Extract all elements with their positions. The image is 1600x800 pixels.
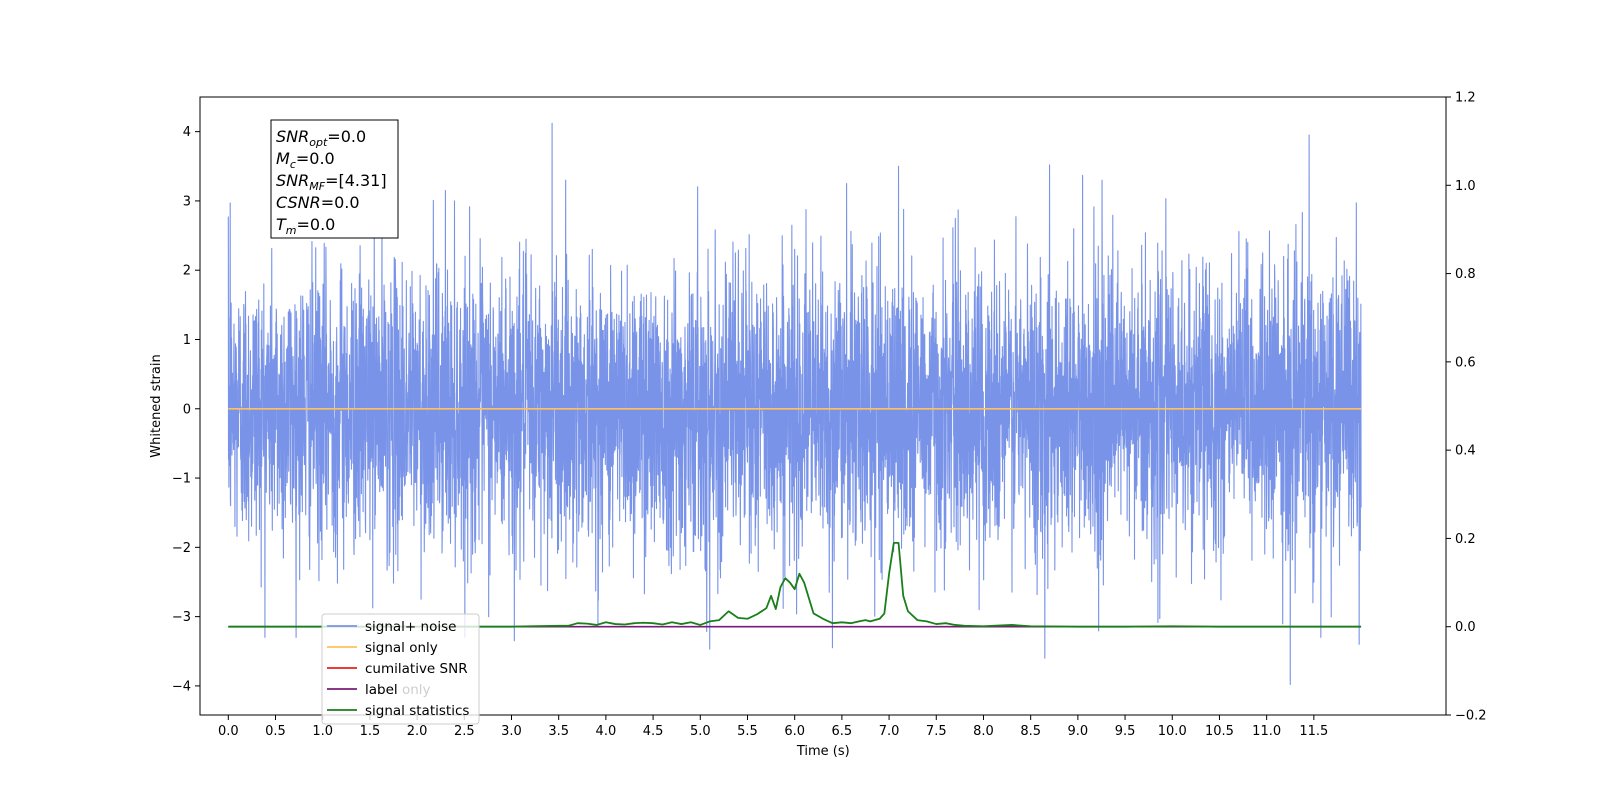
y2-tick-label: 1.0 [1455, 179, 1476, 194]
x-tick-label: 10.5 [1205, 724, 1234, 739]
y2-tick-label: 0.6 [1455, 355, 1476, 370]
x-tick-label: 4.0 [596, 724, 617, 739]
y2-tick-label: −0.2 [1455, 709, 1487, 724]
x-tick-label: 6.5 [832, 724, 853, 739]
y2-tick-label: 0.0 [1455, 620, 1476, 635]
x-tick-label: 8.0 [973, 724, 994, 739]
y-tick-label: 1 [183, 333, 191, 348]
series-signal-statistics-line [228, 541, 1362, 628]
y-tick-label: 4 [183, 125, 191, 140]
legend-label: signal only [365, 640, 438, 656]
y-tick-label: −1 [172, 472, 191, 487]
y-tick-label: −2 [172, 541, 191, 556]
x-tick-label: 3.5 [548, 724, 569, 739]
y2-tick-label: 0.8 [1455, 267, 1476, 282]
x-tick-label: 11.5 [1299, 724, 1328, 739]
axes-frame [199, 96, 1447, 716]
y-tick-label: 3 [183, 194, 191, 209]
x-tick-label: 11.0 [1252, 724, 1281, 739]
x-tick-label: 2.5 [454, 724, 475, 739]
info-box-frame [270, 119, 399, 239]
x-tick-label: 2.0 [407, 724, 428, 739]
legend-label: label [365, 682, 398, 698]
y-tick-label: −3 [172, 610, 191, 625]
x-tick-label: 0.0 [218, 724, 239, 739]
axes: 0.0 0.5 1.0 1.5 2.0 2.5 3.0 3.5 4.0 4.5 5.0 5.5 6.0 6… [149, 91, 1487, 760]
x-tick-label: 3.0 [501, 724, 522, 739]
x-tick-label: 7.5 [926, 724, 947, 739]
x-tick-label: 0.5 [265, 724, 286, 739]
x-tick-label: 5.0 [690, 724, 711, 739]
legend-label: cumilative SNR [365, 661, 468, 677]
info-line: SNRopt=0.0 [276, 127, 366, 149]
x-tick-label: 4.5 [643, 724, 664, 739]
legend-label: signal+ noise [365, 619, 456, 635]
legend-frame [321, 613, 480, 725]
x-tick-label: 7.0 [879, 724, 900, 739]
info-line: Mc=0.0 [276, 149, 335, 171]
x-tick-label: 6.0 [784, 724, 805, 739]
x-tick-label: 9.0 [1068, 724, 1089, 739]
x-tick-label: 5.5 [737, 724, 758, 739]
x-axis-title: Time (s) [796, 744, 850, 759]
x-tick-label: 9.5 [1115, 724, 1136, 739]
series-signal-noise-line [227, 122, 1362, 686]
y-tick-label: −4 [172, 679, 191, 694]
y2-tick-label: 1.2 [1455, 91, 1476, 106]
info-line: SNRMF=[4.31] [276, 171, 387, 193]
x-tick-label: 8.5 [1020, 724, 1041, 739]
info-line: Tm=0.0 [276, 215, 335, 237]
y2-tick-label: 0.2 [1455, 532, 1476, 547]
x-tick-label: 10.0 [1158, 724, 1187, 739]
info-line: CSNR=0.0 [276, 193, 360, 212]
y-tick-label: 2 [183, 264, 191, 279]
y-tick-label: 0 [183, 402, 191, 417]
x-tick-label: 1.5 [360, 724, 381, 739]
x-tick-label: 1.0 [312, 724, 333, 739]
y-axis-title: Whitened strain [149, 354, 164, 457]
legend-label: signal statistics [365, 703, 469, 719]
y2-tick-label: 0.4 [1455, 444, 1476, 459]
